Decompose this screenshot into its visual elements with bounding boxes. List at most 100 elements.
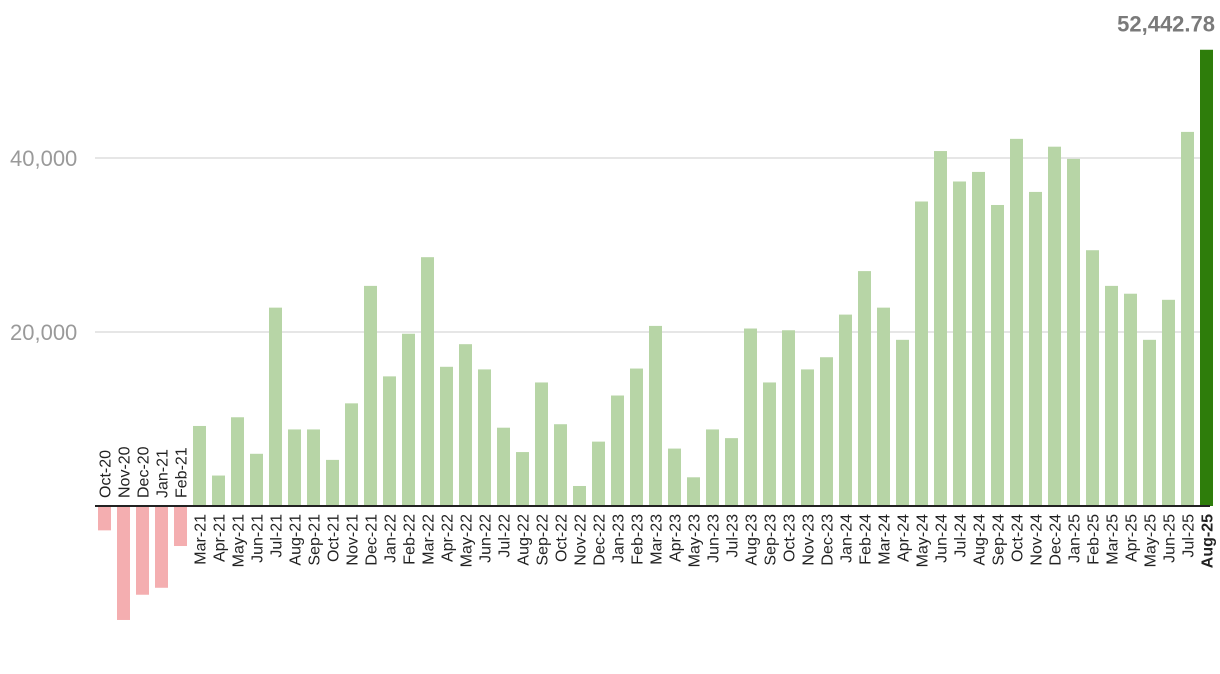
x-tick-label: Oct-24 [1010, 514, 1027, 562]
x-tick-label: Feb-21 [174, 447, 191, 498]
x-tick-label: Dec-20 [136, 446, 153, 498]
bar-sep-21 [307, 429, 320, 506]
x-tick-label: Dec-24 [1048, 514, 1065, 566]
bar-may-21 [231, 417, 244, 506]
bar-apr-23 [668, 448, 681, 506]
bar-jan-24 [839, 314, 852, 506]
bar-mar-24 [877, 307, 890, 506]
bar-sep-22 [535, 382, 548, 506]
data-labels: 52,442.78 [1117, 12, 1215, 37]
bar-apr-21 [212, 475, 225, 506]
bar-jan-23 [611, 395, 624, 506]
data-label: 52,442.78 [1117, 12, 1215, 37]
x-tick-label: Jul-21 [269, 514, 286, 558]
x-tick-label: Jun-22 [478, 514, 495, 563]
x-tick-label: May-23 [687, 514, 704, 567]
x-tick-label: Dec-23 [820, 514, 837, 566]
x-tick-label: Oct-20 [98, 450, 115, 498]
x-tick-label: Sep-24 [991, 514, 1008, 566]
x-tick-label: May-24 [915, 514, 932, 567]
bar-jun-22 [478, 369, 491, 506]
bar-aug-23 [744, 328, 757, 506]
x-tick-label: May-25 [1143, 514, 1160, 567]
x-tick-label: Feb-25 [1086, 514, 1103, 565]
bar-may-23 [687, 477, 700, 506]
x-tick-label: Jul-22 [497, 514, 514, 558]
bar-feb-22 [402, 333, 415, 506]
bar-dec-20 [136, 506, 149, 595]
x-tick-label: Apr-25 [1124, 514, 1141, 562]
bar-mar-23 [649, 325, 662, 506]
bar-mar-25 [1105, 285, 1118, 506]
bar-apr-22 [440, 366, 453, 506]
bar-aug-24 [972, 171, 985, 507]
bar-aug-22 [516, 452, 529, 506]
bar-jun-21 [250, 453, 263, 506]
x-tick-label: Feb-24 [858, 514, 875, 565]
bar-sep-24 [991, 204, 1004, 507]
x-tick-label: Apr-24 [896, 514, 913, 562]
x-tick-label: Aug-23 [744, 514, 761, 566]
bar-jan-22 [383, 376, 396, 506]
bar-series [98, 49, 1213, 620]
x-tick-label: Aug-25 [1200, 514, 1217, 568]
x-tick-label: Aug-22 [516, 514, 533, 566]
x-tick-label: Dec-21 [364, 514, 381, 566]
x-tick-label: Jul-24 [953, 514, 970, 558]
x-tick-label: Oct-21 [326, 514, 343, 562]
x-tick-label: Feb-23 [630, 514, 647, 565]
bar-jun-23 [706, 429, 719, 506]
x-tick-label: Apr-22 [440, 514, 457, 562]
x-tick-label: Aug-21 [288, 514, 305, 566]
bar-oct-21 [326, 459, 339, 506]
x-tick-label: Mar-25 [1105, 514, 1122, 565]
x-tick-label: Jul-25 [1181, 514, 1198, 558]
bar-feb-21 [174, 506, 187, 547]
x-tick-label: Nov-24 [1029, 514, 1046, 566]
bar-nov-23 [801, 369, 814, 506]
bar-jul-23 [725, 438, 738, 506]
bar-oct-24 [1010, 138, 1023, 507]
x-tick-label: Mar-23 [649, 514, 666, 565]
x-tick-label: Jan-24 [839, 514, 856, 563]
x-tick-label: Nov-21 [345, 514, 362, 566]
x-tick-label: Jun-21 [250, 514, 267, 563]
x-tick-label: Dec-22 [592, 514, 609, 566]
y-tick-label: 20,000 [10, 320, 77, 345]
x-tick-label: Apr-23 [668, 514, 685, 562]
bar-jul-21 [269, 307, 282, 506]
bar-may-25 [1143, 339, 1156, 506]
bar-jul-22 [497, 427, 510, 506]
bar-apr-24 [896, 339, 909, 506]
bar-oct-20 [98, 506, 111, 531]
bar-aug-25 [1200, 49, 1213, 507]
x-tick-label: Nov-22 [573, 514, 590, 566]
bar-nov-24 [1029, 191, 1042, 506]
bar-dec-23 [820, 357, 833, 506]
x-tick-label: Feb-22 [402, 514, 419, 565]
x-tick-label: Jun-24 [934, 514, 951, 563]
x-tick-label: May-22 [459, 514, 476, 567]
x-tick-label: Jan-21 [155, 449, 172, 498]
bar-jan-25 [1067, 158, 1080, 506]
bar-jul-25 [1181, 131, 1194, 506]
bar-feb-23 [630, 368, 643, 506]
bar-apr-25 [1124, 293, 1137, 506]
bar-may-22 [459, 344, 472, 506]
bar-sep-23 [763, 382, 776, 506]
bar-feb-25 [1086, 250, 1099, 506]
bar-jan-21 [155, 506, 168, 588]
bar-oct-22 [554, 424, 567, 506]
x-tick-label: May-21 [231, 514, 248, 567]
x-tick-label: Oct-23 [782, 514, 799, 562]
x-tick-label: Apr-21 [212, 514, 229, 562]
gridlines [95, 157, 1210, 333]
bar-jun-24 [934, 151, 947, 507]
x-tick-label: Oct-22 [554, 514, 571, 562]
x-tick-label: Jan-25 [1067, 514, 1084, 563]
bar-dec-22 [592, 441, 605, 506]
x-tick-label: Mar-24 [877, 514, 894, 565]
x-tick-label: Sep-23 [763, 514, 780, 566]
